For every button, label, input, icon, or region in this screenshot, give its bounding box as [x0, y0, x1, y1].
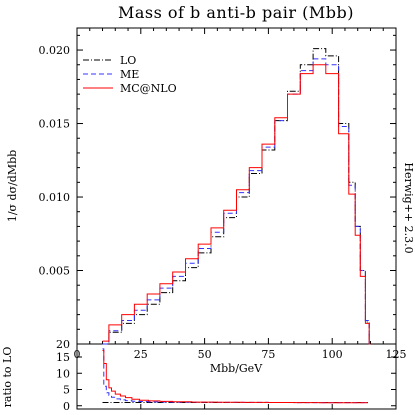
y-tick-label: 0.015	[39, 118, 71, 131]
x-tick-label: 125	[386, 348, 407, 361]
x-tick-label: 0	[74, 348, 81, 361]
legend-label-mc-nlo: MC@NLO	[120, 82, 177, 95]
generator-label: Herwig++ 2.3.0	[402, 162, 415, 253]
ratio-tick-label: 5	[63, 384, 70, 397]
y-tick-label: 0.020	[39, 44, 71, 57]
ratio-plot-frame	[76, 343, 397, 410]
y-tick-label-bottom: 20	[56, 338, 70, 351]
main-axis-ticks: 0 25 50 75 100 125 0.005 0.010 0.015 0.020	[39, 28, 407, 361]
ratio-tick-label: 15	[56, 351, 70, 364]
y-tick-label: 0.010	[39, 191, 71, 204]
series-lo	[102, 48, 371, 345]
ratio-y-axis-title: ratio to LO	[1, 347, 14, 408]
ratio-tick-label: 10	[56, 367, 70, 380]
x-tick-label: 75	[261, 348, 275, 361]
ratio-axis-ticks: 0 5 10 15	[56, 351, 397, 413]
x-tick-label: 50	[198, 348, 212, 361]
ratio-series-group	[102, 348, 368, 404]
y-tick-label: 0.005	[39, 265, 71, 278]
y-axis-title: 1/σ dσ/dMbb	[6, 150, 19, 222]
legend-label-lo: LO	[120, 54, 136, 67]
ratio-series-mc-nlo	[102, 350, 368, 404]
series-me	[102, 58, 371, 345]
series-mc-nlo	[102, 64, 371, 345]
x-tick-label: 25	[134, 348, 148, 361]
x-tick-label: 100	[322, 348, 343, 361]
ratio-tick-label: 0	[63, 400, 70, 413]
chart-title: Mass of b anti-b pair (Mbb)	[118, 3, 354, 22]
x-axis-title: Mbb/GeV	[210, 362, 263, 375]
main-series-group	[102, 48, 371, 345]
legend-label-me: ME	[120, 68, 139, 81]
